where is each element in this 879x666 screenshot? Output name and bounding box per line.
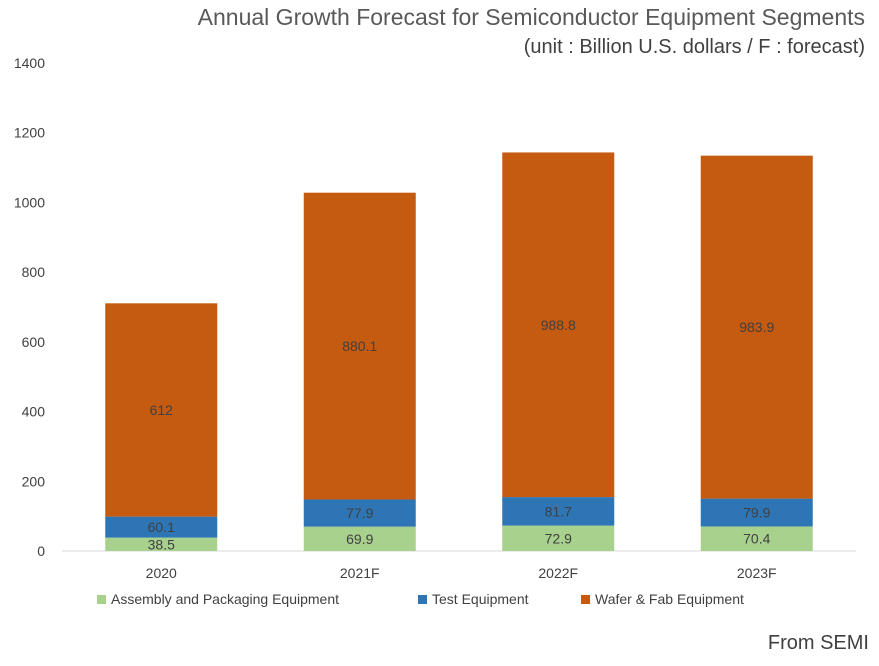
bar-segment (105, 537, 218, 551)
bar-segment (105, 303, 218, 517)
bar-segment (105, 516, 218, 538)
bar-segment (502, 525, 615, 551)
x-tick-label: 2021F (340, 565, 380, 581)
data-label: 60.1 (148, 519, 175, 535)
data-label: 612 (150, 402, 174, 418)
y-tick-label: 0 (37, 543, 45, 559)
bar-segment (700, 155, 813, 499)
data-label: 70.4 (743, 531, 770, 547)
bars: 38.560.1 612 69.9 77.9 880.1 72.9 81.7 988.8 70.… (105, 152, 813, 552)
x-tick-label: 2020 (146, 565, 177, 581)
data-label: 79.9 (743, 505, 770, 521)
x-tick-label: 2022F (538, 565, 578, 581)
bar-segment (700, 526, 813, 551)
legend-label: Assembly and Packaging Equipment (111, 591, 339, 607)
y-tick-label: 800 (22, 264, 46, 280)
stacked-bar-chart: 0 200 400 600 800 1000 1200 1400 38.560.1 612 69.… (14, 55, 856, 607)
data-label: 983.9 (739, 319, 774, 335)
data-label: 81.7 (545, 503, 572, 519)
y-tick-label: 1200 (14, 125, 45, 141)
source-note: From SEMI (767, 632, 869, 654)
y-tick-label: 1000 (14, 194, 45, 210)
x-axis: 2020 2021F 2022F 2023F (146, 565, 777, 581)
data-label: 69.9 (346, 531, 373, 547)
legend-swatch (97, 595, 106, 604)
bar-segment (303, 526, 416, 551)
data-label: 77.9 (346, 505, 373, 521)
bar-segment (700, 498, 813, 527)
data-label: 38.5 (148, 536, 175, 552)
chart-subtitle: (unit : Billion U.S. dollars / F : forec… (523, 36, 865, 58)
x-tick-label: 2023F (737, 565, 777, 581)
data-label: 880.1 (342, 338, 377, 354)
y-tick-label: 400 (22, 404, 46, 420)
chart-title: Annual Growth Forecast for Semiconductor… (197, 4, 865, 30)
legend-swatch (418, 595, 427, 604)
bar-segment (303, 499, 416, 527)
data-label: 988.8 (541, 317, 576, 333)
y-tick-label: 1400 (14, 55, 45, 71)
bar-segment (502, 152, 615, 498)
y-tick-label: 600 (22, 334, 46, 350)
legend-swatch (581, 595, 590, 604)
legend-label: Test Equipment (432, 591, 529, 607)
bar-segment (303, 192, 416, 500)
bar-segment (502, 497, 615, 526)
legend: Assembly and Packaging Equipment Test Equ… (97, 591, 744, 607)
y-tick-label: 200 (22, 473, 46, 489)
data-label: 72.9 (545, 530, 572, 546)
legend-label: Wafer & Fab Equipment (595, 591, 744, 607)
